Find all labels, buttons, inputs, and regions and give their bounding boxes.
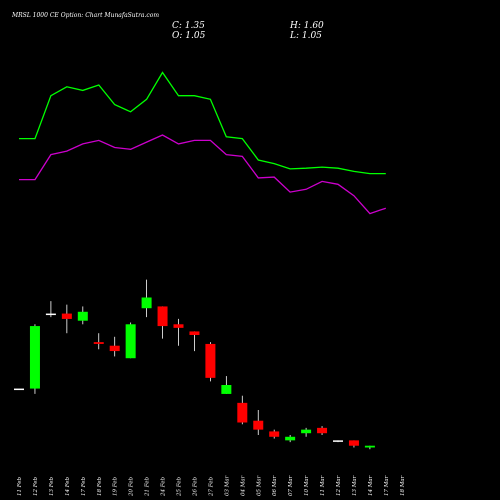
candle	[301, 427, 312, 437]
candle	[29, 324, 40, 394]
chart-title: MRSL 1000 CE Option: Chart MunafaSutra.c…	[11, 12, 159, 19]
x-tick-label: 10 Mar	[304, 475, 310, 496]
candle	[221, 376, 232, 394]
candle	[125, 322, 136, 359]
x-tick-label: 12 Mar	[336, 475, 342, 496]
candle-body	[77, 311, 88, 321]
candle	[237, 395, 248, 425]
candle	[141, 279, 152, 318]
candle-body	[189, 331, 200, 335]
close-readout: C: 1.35	[172, 21, 205, 31]
candle-body	[141, 297, 152, 309]
high-readout: H: 1.60	[289, 21, 324, 31]
candle	[364, 445, 375, 450]
x-tick-label: 17 Feb	[81, 476, 87, 496]
x-tick-label: 11 Mar	[320, 475, 326, 496]
candle	[333, 440, 343, 443]
x-axis: 11 Feb 12 Feb 13 Feb 14 Feb 17 Feb 18 Feb 19 F…	[17, 475, 406, 497]
candle-body	[109, 345, 120, 352]
x-tick-label: 25 Feb	[177, 476, 183, 497]
magenta-indicator-line	[19, 134, 387, 215]
candle-body	[157, 306, 168, 327]
candle-body	[269, 431, 280, 437]
candle	[109, 336, 120, 357]
candle	[189, 331, 200, 352]
x-tick-label: 27 Feb	[208, 476, 214, 497]
candle-body	[333, 440, 343, 442]
candle-body	[301, 429, 312, 434]
candle	[61, 304, 72, 334]
candle-body	[61, 313, 72, 319]
candle-body	[45, 313, 56, 316]
candle-body	[221, 385, 232, 394]
candle	[285, 435, 296, 443]
candle-body	[29, 326, 40, 389]
candle-body	[348, 440, 359, 446]
x-tick-label: 05 Mar	[256, 475, 262, 496]
x-tick-label: 20 Feb	[129, 476, 135, 497]
candle-body	[125, 324, 136, 359]
x-tick-label: 13 Feb	[49, 476, 55, 496]
candle-body	[14, 388, 24, 391]
candles	[14, 279, 375, 450]
open-readout: O: 1.05	[172, 31, 206, 41]
x-tick-label: 17 Mar	[384, 475, 390, 496]
candle	[77, 306, 88, 325]
candle	[14, 388, 24, 391]
x-tick-label: 26 Feb	[192, 476, 198, 497]
x-tick-label: 18 Mar	[400, 475, 406, 496]
x-tick-label: 03 Mar	[224, 475, 230, 496]
candle-body	[364, 445, 375, 448]
green-indicator-line	[19, 71, 386, 175]
candle-body	[285, 436, 296, 441]
candle	[317, 426, 328, 435]
x-tick-label: 11 Feb	[17, 476, 23, 496]
candle	[253, 410, 264, 435]
candle	[205, 342, 216, 382]
candle-body	[317, 427, 328, 434]
x-tick-label: 06 Mar	[272, 475, 278, 496]
candle	[348, 440, 359, 448]
candle-body	[173, 324, 184, 328]
x-tick-label: 04 Mar	[240, 475, 246, 496]
candle	[269, 429, 280, 439]
x-tick-label: 24 Feb	[161, 476, 167, 497]
candle-body	[253, 420, 264, 430]
x-tick-label: 21 Feb	[145, 476, 151, 497]
candle-body	[93, 342, 104, 344]
x-tick-label: 18 Feb	[97, 476, 103, 496]
x-tick-label: 07 Mar	[288, 475, 294, 496]
x-tick-label: 13 Mar	[352, 475, 358, 496]
candle-body	[237, 402, 248, 423]
low-readout: L: 1.05	[289, 31, 322, 41]
x-tick-label: 19 Feb	[113, 476, 119, 496]
candle	[157, 306, 168, 339]
candle	[93, 333, 104, 350]
x-tick-label: 14 Mar	[368, 475, 374, 496]
x-tick-label: 14 Feb	[65, 476, 71, 496]
candle	[45, 301, 56, 318]
x-tick-label: 12 Feb	[33, 476, 39, 496]
candle-body	[205, 343, 216, 378]
indicator-lines	[19, 71, 387, 215]
candle	[173, 318, 184, 346]
